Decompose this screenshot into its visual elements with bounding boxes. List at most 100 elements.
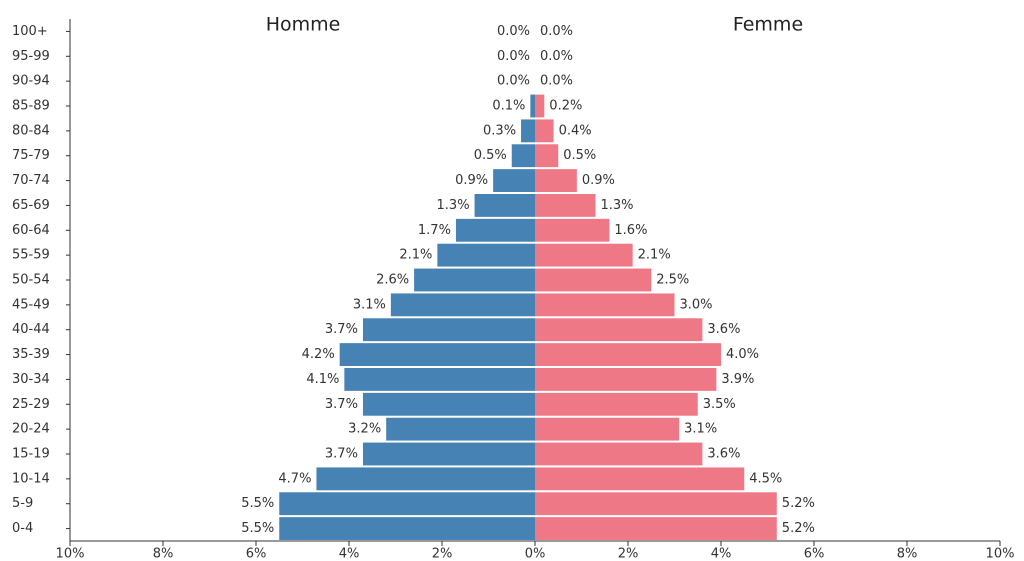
data-label: 4.0% <box>726 347 759 362</box>
data-label: 0.1% <box>492 99 525 114</box>
data-label: 3.7% <box>325 322 358 337</box>
data-label: 0.5% <box>474 148 507 163</box>
data-label: 0.2% <box>549 99 582 114</box>
bar <box>279 517 535 540</box>
bar <box>362 392 535 416</box>
bar <box>535 218 610 242</box>
x-tick-label: 10% <box>986 547 1015 561</box>
x-tick-label: 4% <box>711 547 732 561</box>
data-label: 4.5% <box>749 471 782 486</box>
bar <box>386 417 535 441</box>
y-tick-label: 75-79 <box>12 148 50 163</box>
x-tick-label: 8% <box>897 547 918 561</box>
y-tick-label: 70-74 <box>12 173 50 188</box>
bar <box>316 467 535 491</box>
bar <box>535 392 698 416</box>
bar <box>390 293 535 317</box>
data-label: 0.3% <box>483 123 516 138</box>
data-label: 3.6% <box>707 447 740 462</box>
data-label: 0.0% <box>497 24 530 39</box>
data-label: 5.5% <box>241 521 274 536</box>
data-label: 5.2% <box>782 496 815 511</box>
data-label: 5.2% <box>782 521 815 536</box>
data-label: 3.7% <box>325 447 358 462</box>
bar <box>535 343 721 366</box>
bar <box>362 442 535 466</box>
bar <box>493 169 535 192</box>
bar <box>344 368 535 391</box>
x-tick-label: 6% <box>804 547 825 561</box>
x-tick-label: 4% <box>339 547 360 561</box>
x-tick-label: 8% <box>153 547 174 561</box>
bar <box>339 343 535 366</box>
series-title: Femme <box>733 14 803 36</box>
bar <box>455 218 535 242</box>
y-tick-label: 25-29 <box>12 397 50 412</box>
y-tick-label: 65-69 <box>12 198 50 213</box>
bar <box>437 243 535 267</box>
y-tick-label: 60-64 <box>12 223 50 238</box>
x-tick-label: 2% <box>618 547 639 561</box>
data-label: 0.0% <box>497 74 530 89</box>
data-label: 2.1% <box>638 248 671 263</box>
data-label: 3.9% <box>721 372 754 387</box>
bar <box>521 119 535 143</box>
data-label: 4.2% <box>302 347 335 362</box>
series-title: Homme <box>266 14 341 36</box>
data-label: 5.5% <box>241 496 274 511</box>
x-tick-label: 10% <box>56 547 85 561</box>
bar <box>279 492 535 516</box>
y-tick-label: 50-54 <box>12 273 50 288</box>
y-tick-label: 20-24 <box>12 422 50 437</box>
x-tick-label: 6% <box>246 547 267 561</box>
data-label: 0.0% <box>497 49 530 64</box>
bar <box>530 94 535 118</box>
bar <box>535 194 596 217</box>
y-tick-label: 10-14 <box>12 471 50 486</box>
bar <box>535 318 703 342</box>
bar <box>535 94 545 118</box>
bar <box>362 318 535 342</box>
data-label: 1.3% <box>600 198 633 213</box>
bar <box>474 194 535 217</box>
data-label: 1.6% <box>614 223 647 238</box>
data-label: 3.2% <box>348 422 381 437</box>
data-label: 3.5% <box>703 397 736 412</box>
data-label: 2.6% <box>376 273 409 288</box>
y-tick-label: 85-89 <box>12 99 50 114</box>
data-label: 1.3% <box>437 198 470 213</box>
bar <box>535 243 633 267</box>
y-tick-label: 80-84 <box>12 123 50 138</box>
data-label: 0.0% <box>540 49 573 64</box>
bar <box>535 144 559 168</box>
bar <box>535 467 745 491</box>
y-tick-label: 90-94 <box>12 74 50 89</box>
data-label: 3.1% <box>684 422 717 437</box>
y-tick-label: 40-44 <box>12 322 50 337</box>
data-label: 3.6% <box>707 322 740 337</box>
data-label: 0.5% <box>563 148 596 163</box>
bar <box>535 293 675 317</box>
y-tick-label: 45-49 <box>12 297 50 312</box>
bar <box>535 368 717 391</box>
data-label: 3.1% <box>353 297 386 312</box>
x-tick-label: 0% <box>525 547 546 561</box>
y-tick-label: 55-59 <box>12 248 50 263</box>
y-tick-label: 5-9 <box>12 496 33 511</box>
bar <box>535 492 777 516</box>
y-tick-label: 100+ <box>12 24 48 39</box>
data-label: 2.1% <box>399 248 432 263</box>
data-label: 4.1% <box>306 372 339 387</box>
data-label: 0.9% <box>455 173 488 188</box>
bar <box>535 517 777 540</box>
bar <box>535 417 680 441</box>
y-tick-label: 30-34 <box>12 372 50 387</box>
y-tick-label: 0-4 <box>12 521 33 536</box>
data-label: 0.0% <box>540 74 573 89</box>
data-label: 3.7% <box>325 397 358 412</box>
data-label: 4.7% <box>278 471 311 486</box>
data-label: 3.0% <box>680 297 713 312</box>
bar <box>511 144 535 168</box>
bar <box>535 442 703 466</box>
